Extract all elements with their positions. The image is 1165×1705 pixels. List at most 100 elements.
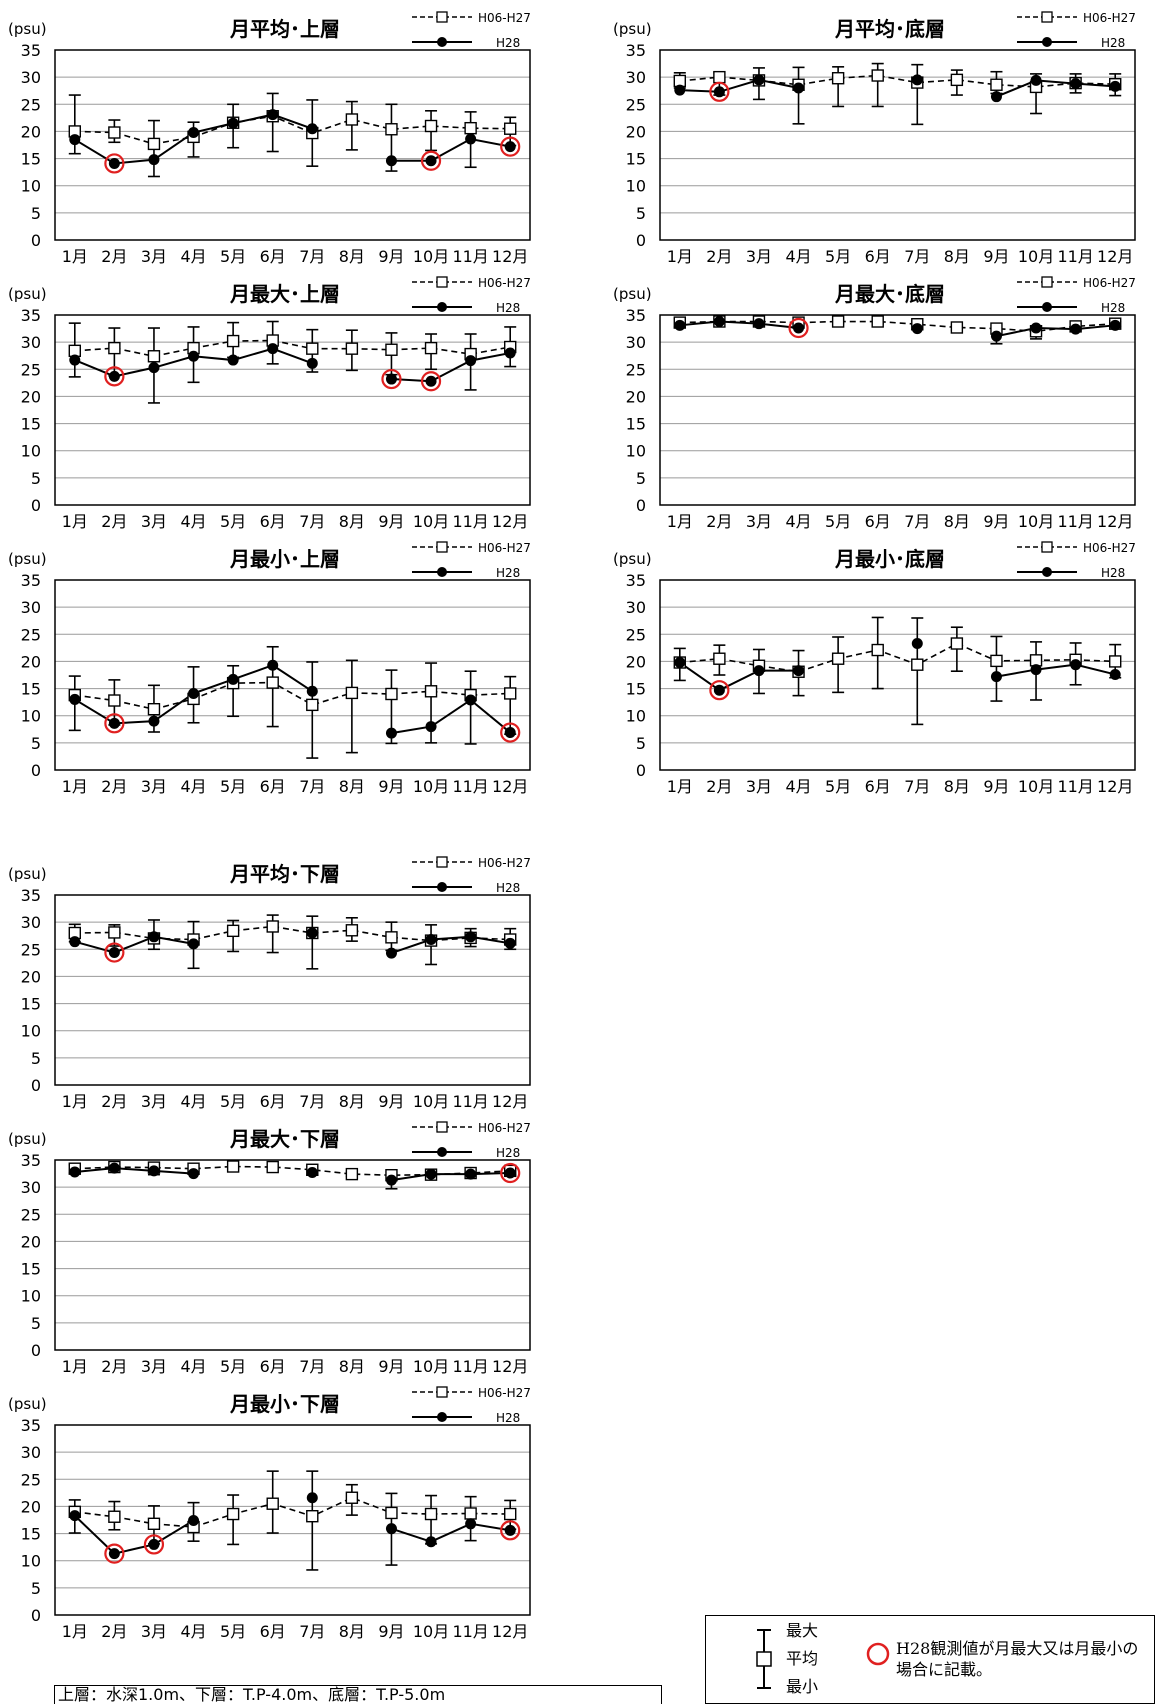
y-unit-label: (psu) — [8, 865, 47, 883]
legend-marker-hist — [1041, 541, 1053, 553]
y-tick-label: 15 — [21, 995, 41, 1014]
x-tick-label: 12月 — [492, 512, 528, 531]
y-tick-label: 25 — [626, 360, 646, 379]
highlight-circle — [104, 942, 125, 963]
x-tick-label: 12月 — [1097, 777, 1133, 796]
x-tick-label: 5月 — [220, 1357, 246, 1376]
legend-label-hist: H06-H27 — [478, 276, 531, 290]
point-h28 — [990, 671, 1002, 683]
x-tick-label: 3月 — [141, 1357, 167, 1376]
point-h28 — [753, 74, 765, 86]
series-legend: H06-H27 H28 — [1017, 541, 1136, 580]
point-hist — [226, 924, 240, 938]
chart-3: 0 5 10 15 20 25 30 35 1月 2月 3月 4月 5月 6月 7月 8月 9月 10月 11月 12… — [8, 276, 531, 531]
series-legend: H06-H27 H28 — [412, 11, 531, 50]
x-tick-label: 1月 — [667, 247, 693, 266]
x-tick-label: 7月 — [299, 512, 325, 531]
x-tick-label: 2月 — [706, 247, 732, 266]
x-tick-label: 9月 — [378, 1622, 404, 1641]
point-h28 — [108, 1548, 120, 1560]
point-hist — [345, 342, 359, 355]
x-tick-label: 11月 — [1057, 512, 1093, 531]
legend-marker-h28 — [437, 302, 447, 312]
legend-label-h28: H28 — [496, 881, 520, 895]
x-tick-label: 8月 — [339, 777, 365, 796]
x-tick-label: 3月 — [141, 512, 167, 531]
series-line-h28 — [74, 1167, 194, 1175]
point-h28 — [306, 685, 318, 697]
point-h28 — [385, 155, 397, 167]
point-h28 — [713, 86, 725, 98]
legend-label-h28: H28 — [496, 301, 520, 315]
point-h28 — [148, 715, 160, 727]
x-tick-label: 4月 — [180, 512, 206, 531]
point-hist — [306, 342, 319, 355]
x-tick-label: 12月 — [492, 1357, 528, 1376]
x-tick-label: 3月 — [141, 247, 167, 266]
point-hist — [108, 694, 121, 707]
x-tick-label: 6月 — [260, 1622, 286, 1641]
series-line-h28 — [74, 935, 194, 954]
highlight-circle — [420, 150, 442, 171]
series-line-h28 — [391, 352, 511, 383]
point-h28 — [69, 936, 81, 948]
y-tick-label: 15 — [21, 680, 41, 699]
legend-label-hist: H06-H27 — [478, 856, 531, 870]
y-tick-label: 15 — [626, 415, 646, 434]
point-hist — [950, 321, 964, 334]
point-h28 — [465, 133, 477, 145]
x-tick-label: 10月 — [413, 1622, 449, 1641]
x-tick-label: 1月 — [667, 777, 693, 796]
point-h28 — [188, 938, 200, 950]
legend-marker-hist — [1041, 276, 1053, 288]
point-h28 — [267, 659, 279, 671]
plot-area — [659, 579, 1136, 771]
legend-marker-h28 — [437, 882, 447, 892]
chart-1: 0 5 10 15 20 25 30 35 1月 2月 3月 4月 5月 6月 7月 8月 9月 10月 11月 12… — [8, 11, 531, 266]
x-tick-label: 2月 — [101, 247, 127, 266]
legend-note: H28観測値が月最大又は月最小の場合に記載。 — [896, 1639, 1139, 1679]
x-tick-label: 8月 — [339, 1622, 365, 1641]
legend-max-label: 最大 — [786, 1621, 819, 1640]
x-tick-label: 7月 — [299, 247, 325, 266]
highlight-circle — [788, 317, 809, 339]
series-line-h28 — [74, 1514, 195, 1555]
point-h28 — [69, 1510, 81, 1522]
y-tick-label: 15 — [21, 1525, 41, 1544]
legend-label-h28: H28 — [1101, 36, 1125, 50]
error-bar — [911, 617, 924, 726]
point-h28 — [108, 947, 120, 959]
legend-mean-label: 平均 — [786, 1649, 819, 1668]
legend-marker-hist — [1041, 11, 1053, 23]
x-tick-label: 12月 — [1097, 247, 1133, 266]
plot-area — [54, 49, 531, 241]
point-h28 — [385, 727, 397, 739]
plot-area — [54, 1159, 531, 1351]
series-line-hist — [679, 74, 1116, 88]
y-tick-label: 25 — [21, 1470, 41, 1489]
x-tick-label: 6月 — [260, 247, 286, 266]
y-unit-label: (psu) — [8, 550, 47, 568]
x-tick-label: 9月 — [378, 1357, 404, 1376]
point-hist — [424, 119, 438, 133]
y-tick-label: 35 — [626, 306, 646, 325]
y-tick-label: 35 — [21, 1151, 41, 1170]
series-line-h28 — [391, 1522, 511, 1543]
x-tick-label: 5月 — [220, 247, 246, 266]
y-tick-label: 5 — [31, 204, 41, 223]
y-tick-label: 5 — [31, 734, 41, 753]
point-h28 — [306, 927, 318, 939]
legend-label-h28: H28 — [496, 566, 520, 580]
x-tick-label: 9月 — [378, 777, 404, 796]
point-h28 — [990, 91, 1002, 103]
point-h28 — [227, 354, 239, 366]
chart-title: 月平均･上層 — [229, 17, 340, 41]
legend-marker-h28 — [437, 1412, 447, 1422]
legend-label-hist: H06-H27 — [478, 1121, 531, 1135]
legend-marker-hist — [436, 1386, 448, 1398]
y-tick-label: 30 — [21, 598, 41, 617]
point-h28 — [990, 330, 1002, 342]
point-hist — [464, 121, 477, 135]
highlight-circle — [500, 722, 521, 743]
plot-area — [659, 314, 1136, 506]
